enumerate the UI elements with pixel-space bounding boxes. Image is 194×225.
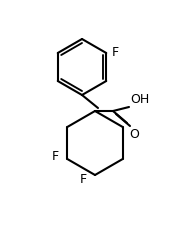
Text: F: F xyxy=(112,45,119,58)
Text: F: F xyxy=(52,149,59,162)
Text: OH: OH xyxy=(130,93,149,106)
Text: O: O xyxy=(129,127,139,140)
Text: F: F xyxy=(80,173,87,186)
